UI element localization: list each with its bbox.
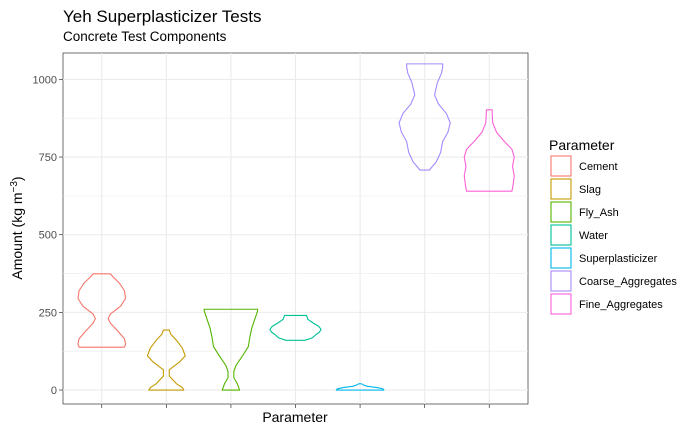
major-gridlines xyxy=(63,53,528,404)
legend-label-fly-ash: Fly_Ash xyxy=(579,207,619,219)
violin-fine-aggregates xyxy=(463,109,515,192)
violin-cement xyxy=(77,273,127,348)
legend-title: Parameter xyxy=(549,137,615,153)
legend-label-coarse-aggregates: Coarse_Aggregates xyxy=(579,276,677,288)
y-tick-label: 1000 xyxy=(33,74,57,86)
y-tick-label: 0 xyxy=(51,385,57,397)
legend-key-fly-ash xyxy=(550,201,572,223)
violin-layer xyxy=(77,63,515,391)
legend-key-slag xyxy=(550,178,572,200)
violin-slag xyxy=(146,329,186,391)
chart-title: Yeh Superplasticizer Tests xyxy=(63,7,261,26)
legend-label-cement: Cement xyxy=(579,161,618,173)
legend-label-slag: Slag xyxy=(579,184,601,196)
violin-water xyxy=(269,314,322,341)
x-axis-title: Parameter xyxy=(262,409,328,425)
legend-key-fine-aggregates xyxy=(550,293,572,315)
y-axis: 0 250 500 750 1000 xyxy=(33,74,63,397)
x-axis xyxy=(101,404,490,408)
chart-subtitle: Concrete Test Components xyxy=(63,29,227,44)
y-axis-title-main: Amount (kg m xyxy=(9,192,25,279)
legend: Parameter Cement Slag Fly_Ash Water Superpla… xyxy=(549,137,677,315)
y-axis-title: Amount (kg m−3) xyxy=(9,176,25,279)
y-axis-title-suffix: ) xyxy=(9,176,25,181)
legend-key-cement xyxy=(550,155,572,177)
y-tick-label: 750 xyxy=(39,152,57,164)
violin-fly-ash xyxy=(203,308,259,391)
violin-superplasticizer xyxy=(335,383,385,391)
legend-key-water xyxy=(550,224,572,246)
y-tick-label: 250 xyxy=(39,307,57,319)
legend-label-superplasticizer: Superplasticizer xyxy=(579,253,658,265)
legend-label-water: Water xyxy=(579,230,608,242)
legend-key-coarse-aggregates xyxy=(550,270,572,292)
legend-label-fine-aggregates: Fine_Aggregates xyxy=(579,299,663,311)
y-tick-label: 500 xyxy=(39,230,57,242)
violin-coarse-aggregates xyxy=(398,63,451,171)
y-axis-title-superscript: −3 xyxy=(9,181,20,193)
legend-key-superplasticizer xyxy=(550,247,572,269)
